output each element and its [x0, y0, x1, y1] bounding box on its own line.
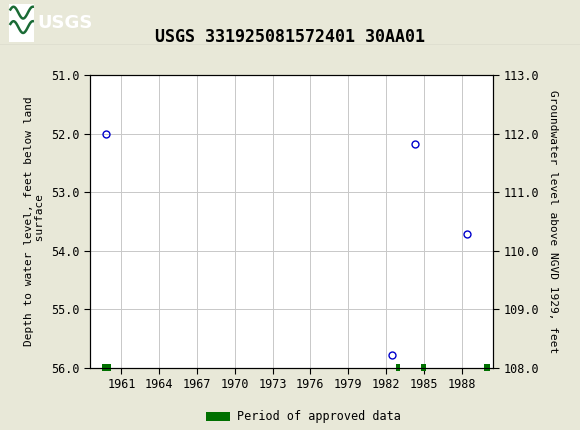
Bar	[421, 364, 426, 371]
Y-axis label: Depth to water level, feet below land
 surface: Depth to water level, feet below land su…	[24, 97, 45, 346]
Bar	[103, 364, 111, 371]
Bar	[9, 3, 34, 42]
Bar	[484, 364, 491, 371]
Text: USGS 331925081572401 30AA01: USGS 331925081572401 30AA01	[155, 28, 425, 46]
Text: Period of approved data: Period of approved data	[237, 410, 401, 423]
Text: USGS: USGS	[37, 14, 93, 31]
Y-axis label: Groundwater level above NGVD 1929, feet: Groundwater level above NGVD 1929, feet	[549, 90, 559, 353]
Bar	[396, 364, 400, 371]
